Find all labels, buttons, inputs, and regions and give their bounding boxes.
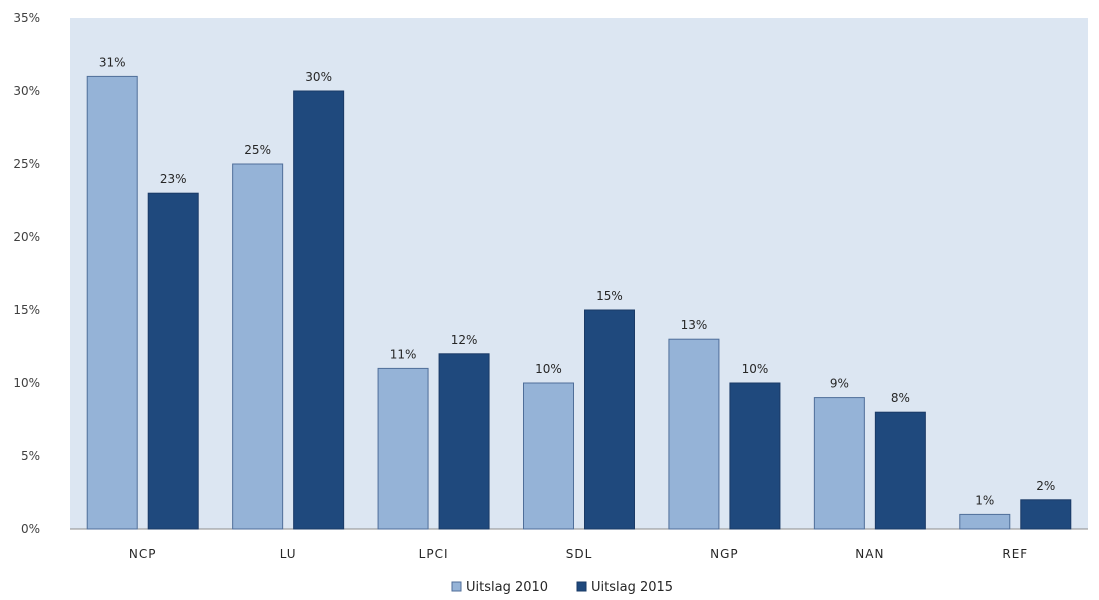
bar-ncp-2010 — [86, 75, 138, 530]
data-label: 23% — [160, 172, 187, 186]
bar-sdl-2015 — [584, 309, 635, 530]
legend-label: Uitslag 2015 — [591, 580, 673, 595]
legend: Uitslag 2010 Uitslag 2015 — [451, 580, 673, 595]
x-tick-label: SDL — [566, 547, 593, 561]
data-label: 12% — [451, 333, 478, 347]
y-tick-label: 20% — [13, 230, 40, 244]
x-tick-label: LPCI — [419, 547, 449, 561]
bar-nan-2010 — [813, 397, 865, 530]
data-labels: 31% 23% 25% 30% 11% 12% 10% 15% 13% 10% 9% 8% 1% 2% — [99, 55, 1055, 507]
data-label: 9% — [830, 377, 849, 391]
y-tick-label: 10% — [13, 376, 40, 390]
data-label: 30% — [305, 70, 332, 84]
x-tick-label: NAN — [855, 547, 884, 561]
legend-label: Uitslag 2010 — [466, 580, 548, 595]
x-tick-label: LU — [280, 547, 297, 561]
data-label: 10% — [742, 362, 769, 376]
bar-lpci-2015 — [438, 353, 490, 530]
bar-nan-2015 — [874, 411, 926, 530]
bar-ref-2010 — [959, 513, 1011, 530]
y-tick-label: 25% — [13, 157, 40, 171]
data-label: 10% — [535, 362, 562, 376]
bar-ncp-2015 — [147, 192, 199, 530]
bar-series — [86, 75, 1072, 530]
legend-swatch — [451, 581, 462, 592]
bar-ngp-2010 — [668, 338, 720, 530]
data-label: 2% — [1036, 479, 1055, 493]
data-label: 25% — [244, 143, 271, 157]
x-axis: NCP LU LPCI SDL NGP NAN REF — [129, 547, 1028, 561]
y-tick-label: 30% — [13, 84, 40, 98]
legend-swatch — [576, 581, 587, 592]
data-label: 15% — [596, 289, 623, 303]
y-tick-label: 35% — [13, 11, 40, 25]
bar-sdl-2010 — [523, 382, 574, 530]
x-tick-label: NGP — [710, 547, 739, 561]
y-axis: 0% 5% 10% 15% 20% 25% 30% 35% — [13, 11, 40, 536]
data-label: 11% — [390, 347, 417, 361]
bar-ngp-2015 — [729, 382, 781, 530]
x-tick-label: NCP — [129, 547, 157, 561]
bar-lpci-2010 — [377, 367, 429, 530]
bar-lu-2015 — [293, 90, 345, 530]
y-tick-label: 15% — [13, 303, 40, 317]
bar-lu-2010 — [232, 163, 284, 530]
data-label: 13% — [681, 318, 708, 332]
y-tick-label: 0% — [21, 522, 40, 536]
data-label: 31% — [99, 55, 126, 69]
y-tick-label: 5% — [21, 449, 40, 463]
x-tick-label: REF — [1002, 547, 1028, 561]
plot-area — [70, 18, 1088, 529]
bar-ref-2015 — [1020, 499, 1072, 530]
data-label: 8% — [891, 391, 910, 405]
data-label: 1% — [975, 493, 994, 507]
